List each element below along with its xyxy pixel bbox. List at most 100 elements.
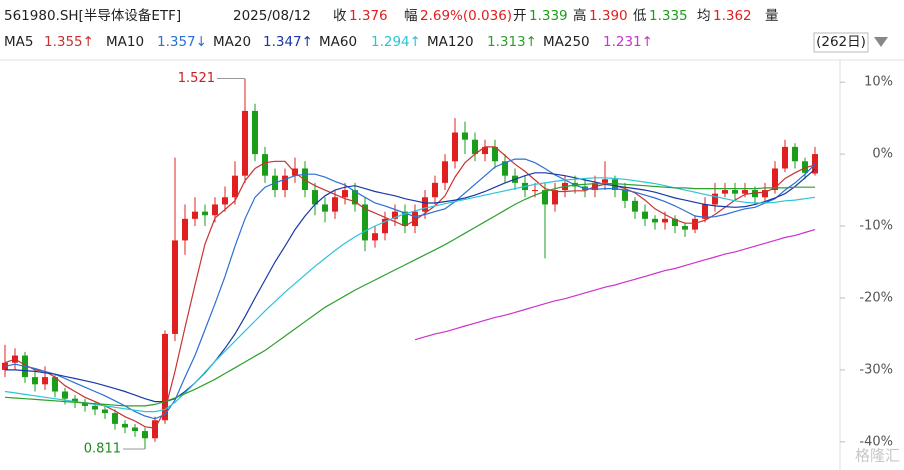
symbol: 561980.SH[半导体设备ETF]	[4, 7, 181, 24]
legend-value: 1.355↑	[44, 34, 94, 50]
candle-body	[652, 218, 658, 223]
ma-line	[414, 229, 816, 341]
field-label: 收	[333, 8, 347, 24]
field-value: 2.69%(0.036)	[420, 8, 512, 24]
candle-body	[392, 211, 398, 219]
candle-body	[692, 218, 698, 230]
y-tick-label: -40%	[859, 434, 893, 449]
candle-body	[622, 190, 628, 201]
candle-body	[712, 193, 718, 205]
period-box[interactable]	[813, 32, 869, 53]
candle-body	[52, 377, 58, 392]
candle-body	[222, 197, 228, 205]
candle-body	[372, 233, 378, 241]
candle-body	[122, 423, 128, 428]
candle-body	[812, 154, 818, 174]
legend-value: 1.347↑	[263, 34, 313, 50]
y-tick-label: -10%	[859, 219, 893, 234]
ma-line	[5, 168, 816, 403]
field-value: 1.390	[589, 8, 628, 24]
candle-body	[242, 110, 248, 176]
candle-body	[602, 179, 608, 183]
candle-body	[462, 132, 468, 140]
legend-value: 1.313↑	[487, 34, 537, 50]
candle-body	[632, 200, 638, 212]
y-tick-label: 0%	[872, 147, 893, 162]
candle-body	[532, 190, 538, 192]
candle-body	[452, 132, 458, 162]
ma-line	[4, 146, 816, 429]
candle-body	[132, 427, 138, 432]
legend-name: MA250	[543, 34, 590, 50]
candle-body	[502, 161, 508, 176]
candle-body	[482, 146, 488, 155]
candle-body	[552, 190, 558, 205]
candle-body	[152, 420, 158, 439]
candle-body	[752, 190, 758, 198]
candle-body	[352, 190, 358, 205]
field-label: 高	[573, 7, 587, 24]
period[interactable]: (262日)	[816, 34, 866, 50]
candle-body	[762, 190, 768, 198]
candle-body	[192, 211, 198, 219]
candle-body	[662, 218, 668, 223]
field-value: 1.362	[713, 8, 752, 24]
field-value: 1.335	[649, 8, 688, 24]
field-label: 开	[513, 8, 527, 24]
candle-body	[782, 146, 788, 169]
watermark: 格隆汇	[855, 447, 900, 465]
candle-body	[382, 218, 388, 234]
candle-body	[42, 377, 48, 385]
candle-body	[102, 409, 108, 414]
ma-line	[4, 158, 816, 420]
legend-value: 1.231↑	[603, 34, 653, 50]
candle-body	[722, 190, 728, 194]
candle-body	[182, 218, 188, 241]
candle-body	[112, 413, 118, 424]
dropdown-arrow[interactable]	[874, 37, 888, 47]
field-label: 均	[697, 8, 711, 24]
candle-body	[542, 190, 548, 205]
field-value: 1.376	[349, 8, 388, 24]
low-annotation: 0.811	[84, 442, 121, 457]
candle-body	[32, 377, 38, 385]
field-value: 1.339	[529, 8, 568, 24]
y-tick-label: -30%	[859, 362, 893, 377]
legend-name: MA5	[4, 34, 33, 50]
ma-line	[4, 183, 815, 407]
date: 2025/08/12	[233, 8, 311, 24]
candle-body	[422, 197, 428, 212]
candle-body	[702, 204, 708, 219]
candle-body	[252, 110, 258, 155]
candle-body	[432, 182, 438, 198]
candle-body	[212, 204, 218, 216]
candle-body	[82, 402, 88, 406]
y-tick-label: 10%	[864, 75, 893, 90]
candle-body	[412, 211, 418, 227]
candle-body	[142, 431, 148, 439]
candle-body	[442, 161, 448, 183]
candle-body	[492, 146, 498, 162]
volume-label: 量	[765, 8, 779, 24]
field-label: 低	[633, 8, 647, 24]
candle-body	[202, 211, 208, 216]
candle-body	[742, 190, 748, 194]
candle-body	[402, 211, 408, 227]
ma-line	[4, 177, 816, 413]
candle-body	[802, 161, 808, 173]
candle-body	[322, 204, 328, 212]
candle-body	[682, 226, 688, 230]
legend-name: MA120	[427, 34, 474, 50]
legend-value: 1.357↓	[157, 34, 207, 50]
candle-body	[772, 168, 778, 191]
field-label: 幅	[404, 8, 418, 24]
candle-body	[232, 175, 238, 198]
candle-body	[362, 204, 368, 241]
y-tick-label: -20%	[859, 290, 893, 305]
legend-value: 1.294↑	[371, 34, 421, 50]
legend-name: MA20	[213, 34, 251, 50]
candle-body	[92, 405, 98, 410]
candle-body	[162, 333, 168, 421]
